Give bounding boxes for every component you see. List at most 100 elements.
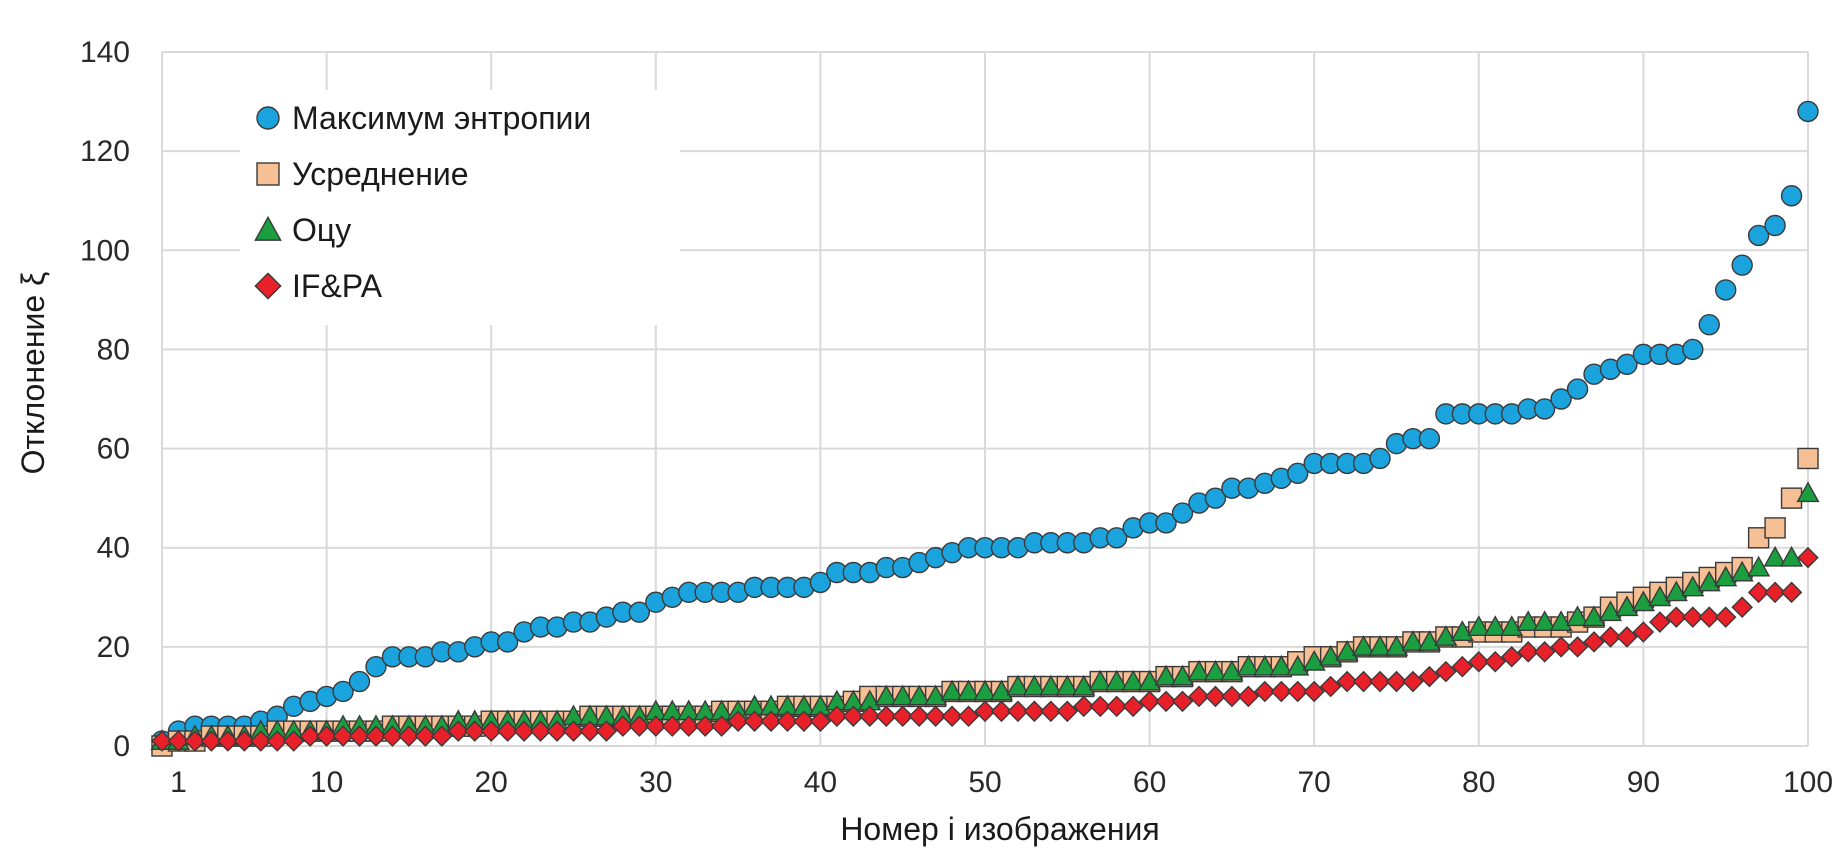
- data-point: [1171, 690, 1194, 713]
- data-point: [645, 715, 667, 737]
- data-point: [743, 710, 766, 732]
- data-point: [710, 715, 733, 737]
- data-point: [1023, 700, 1046, 723]
- data-point: [1451, 655, 1474, 678]
- data-point: [1550, 636, 1572, 658]
- legend-label: Максимум энтропии: [292, 100, 591, 136]
- legend-label: Усреднение: [292, 156, 469, 192]
- data-point: [1566, 378, 1589, 400]
- data-point: [1105, 695, 1128, 718]
- data-point: [1369, 670, 1391, 693]
- legend-label: Оцу: [292, 212, 351, 248]
- data-point: [842, 705, 865, 728]
- data-point: [1682, 338, 1704, 361]
- data-point: [1039, 674, 1063, 696]
- data-point: [1203, 659, 1227, 681]
- y-tick-label: 40: [97, 532, 130, 565]
- data-point: [1204, 487, 1227, 509]
- x-tick-label: 70: [1298, 766, 1331, 799]
- y-tick-label: 60: [97, 433, 130, 466]
- data-point: [513, 720, 535, 742]
- data-point: [1121, 669, 1145, 691]
- data-point: [1797, 546, 1819, 569]
- data-point: [1204, 685, 1227, 708]
- data-point: [891, 705, 914, 728]
- series-2: [150, 481, 1820, 751]
- data-point: [1319, 675, 1342, 698]
- data-point: [1550, 388, 1572, 410]
- data-point: [1253, 654, 1277, 676]
- data-point: [167, 730, 190, 752]
- data-point: [315, 725, 338, 747]
- data-point: [332, 680, 354, 703]
- data-point: [875, 705, 898, 728]
- data-point: [940, 679, 964, 701]
- data-point: [1369, 447, 1391, 470]
- data-point: [1632, 621, 1655, 643]
- data-point: [1236, 654, 1260, 676]
- data-point: [1483, 615, 1507, 637]
- data-point: [1352, 670, 1375, 693]
- data-point: [1797, 100, 1819, 123]
- data-point: [1616, 353, 1638, 375]
- data-point: [348, 725, 371, 747]
- data-point: [365, 655, 387, 678]
- x-tick-label: 80: [1462, 766, 1495, 799]
- data-point: [1763, 545, 1787, 567]
- data-point: [760, 710, 782, 732]
- data-point: [414, 725, 437, 747]
- data-point: [1270, 680, 1293, 703]
- data-point: [941, 705, 963, 728]
- data-point: [809, 571, 832, 594]
- data-point: [233, 730, 256, 752]
- axes: 0 20 40 60 80 100 120 140 1 10 20 30 40 50 60 70 80 90 100: [80, 36, 1833, 799]
- data-point: [1237, 685, 1260, 708]
- data-point: [1566, 605, 1590, 627]
- legend-marker: [254, 272, 282, 300]
- data-point: [1287, 462, 1309, 485]
- legend-background: [240, 90, 680, 325]
- data-point: [381, 725, 404, 747]
- data-point: [299, 725, 321, 747]
- y-axis-title: Отклонение ξ: [15, 272, 51, 475]
- data-point: [1731, 596, 1753, 618]
- data-point: [562, 720, 585, 742]
- data-point: [1269, 654, 1293, 676]
- data-point: [1435, 660, 1457, 683]
- data-point: [463, 720, 486, 742]
- data-point: [1056, 700, 1079, 723]
- data-point: [1188, 685, 1210, 708]
- data-point: [1780, 487, 1803, 509]
- data-point: [1698, 606, 1721, 628]
- data-point: [1649, 611, 1671, 633]
- data-point: [874, 684, 898, 706]
- x-tick-label: 90: [1627, 766, 1660, 799]
- data-point: [1040, 700, 1062, 723]
- data-point: [1105, 527, 1128, 549]
- data-point: [151, 730, 173, 752]
- data-point: [776, 710, 799, 732]
- y-tick-label: 80: [97, 333, 130, 366]
- data-point: [1500, 646, 1523, 668]
- data-point: [546, 720, 568, 742]
- data-point: [1303, 680, 1325, 703]
- data-point: [1155, 690, 1177, 713]
- data-point: [365, 725, 387, 747]
- data-point: [1780, 185, 1803, 207]
- data-point: [1007, 700, 1029, 723]
- data-point: [1336, 670, 1358, 693]
- data-point: [1764, 517, 1786, 539]
- x-tick-label: 1: [170, 766, 187, 799]
- data-point: [1533, 398, 1556, 420]
- y-tick-label: 140: [80, 36, 130, 69]
- data-point: [1516, 610, 1540, 632]
- data-point: [1764, 214, 1786, 237]
- data-point: [1171, 502, 1194, 524]
- data-point: [1022, 674, 1046, 696]
- legend-marker: [256, 162, 280, 186]
- y-tick-label: 100: [80, 234, 130, 267]
- data-point: [1714, 606, 1737, 628]
- data-point: [1402, 670, 1424, 693]
- data-point: [496, 631, 519, 653]
